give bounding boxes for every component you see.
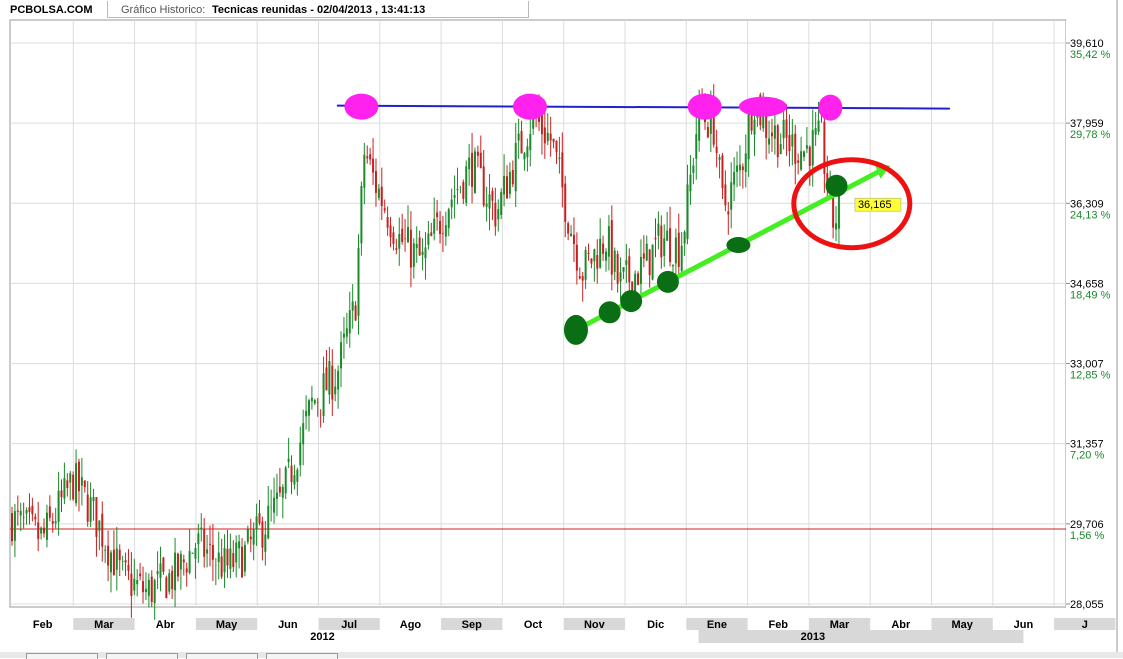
x-tick-month: Mar (830, 619, 850, 631)
site-name[interactable]: PCBOLSA.COM (10, 4, 93, 16)
y-tick-price: 37,959 (1070, 118, 1104, 130)
footer-bar (0, 652, 1123, 658)
bottom-marker (620, 290, 643, 313)
x-tick-month: May (216, 619, 238, 631)
y-tick-percent: 29,78 % (1070, 129, 1111, 141)
y-tick-percent: 35,42 % (1070, 49, 1111, 61)
footer-tab[interactable] (26, 653, 98, 659)
bottom-marker (598, 301, 621, 324)
x-tick-month: Sep (462, 619, 482, 631)
chart-title: Tecnicas reunidas - 02/04/2013 , 13:41:1… (212, 4, 426, 16)
top-marker (818, 94, 843, 121)
x-tick-month: J (1082, 619, 1088, 631)
highlight-circle (791, 157, 913, 251)
footer-tab[interactable] (106, 653, 178, 659)
x-axis-band (195, 618, 258, 630)
y-tick-price: 33,007 (1070, 359, 1104, 371)
x-tick-month: Feb (33, 619, 53, 631)
x-tick-month: Nov (584, 619, 606, 631)
x-tick-month: Jun (278, 619, 298, 631)
y-tick-price: 31,357 (1070, 439, 1104, 451)
footer-tab[interactable] (266, 653, 338, 659)
top-marker (344, 93, 379, 120)
y-tick-price: 34,658 (1070, 278, 1104, 290)
y-tick-price: 39,610 (1070, 38, 1104, 50)
x-axis-band (1054, 618, 1116, 630)
x-axis-band (563, 618, 625, 630)
y-tick-price: 28,055 (1070, 599, 1104, 611)
x-tick-month: Mar (94, 619, 114, 631)
x-axis-band (73, 618, 135, 630)
bottom-marker (563, 314, 588, 345)
x-axis-band (441, 618, 503, 630)
x-axis-band (686, 618, 748, 630)
x-tick-month: Ago (400, 619, 422, 631)
x-tick-month: Feb (768, 619, 788, 631)
chart-type-label: Gráfico Historico: (121, 4, 206, 16)
y-axis-panel (1066, 20, 1123, 632)
y-tick-percent: 24,13 % (1070, 209, 1111, 221)
x-tick-month: Jul (341, 619, 357, 631)
x-tick-month: Ene (707, 619, 727, 631)
x-tick-month: Abr (891, 619, 911, 631)
last-price-value: 36,165 (858, 199, 892, 211)
title-frame (107, 1, 529, 18)
y-tick-price: 29,706 (1070, 519, 1104, 531)
x-tick-month: Oct (524, 619, 543, 631)
top-marker (512, 93, 547, 120)
x-axis-band (318, 618, 380, 630)
top-marker (687, 93, 722, 120)
resistance-line (336, 104, 950, 110)
x-tick-month: Abr (156, 619, 176, 631)
x-tick-year: 2012 (310, 631, 334, 643)
bottom-marker (825, 174, 848, 197)
footer-tab[interactable] (186, 653, 258, 659)
y-tick-price: 36,309 (1070, 198, 1104, 210)
x-tick-month: Jun (1014, 619, 1034, 631)
year-band (698, 630, 1024, 643)
x-axis-band (931, 618, 993, 630)
top-marker (738, 96, 787, 117)
x-axis-band (808, 618, 871, 630)
y-tick-percent: 18,49 % (1070, 289, 1111, 301)
x-tick-month: Dic (647, 619, 664, 631)
bottom-marker (726, 237, 751, 254)
y-tick-percent: 12,85 % (1070, 370, 1111, 382)
y-tick-percent: 1,56 % (1070, 530, 1104, 542)
x-tick-year: 2013 (801, 631, 825, 643)
last-price-tag (854, 197, 902, 212)
chart-header: PCBOLSA.COM Gráfico Historico: Tecnicas … (0, 0, 1123, 20)
y-tick-percent: 7,20 % (1070, 450, 1104, 462)
x-tick-month: May (951, 619, 973, 631)
bottom-marker (656, 270, 679, 293)
